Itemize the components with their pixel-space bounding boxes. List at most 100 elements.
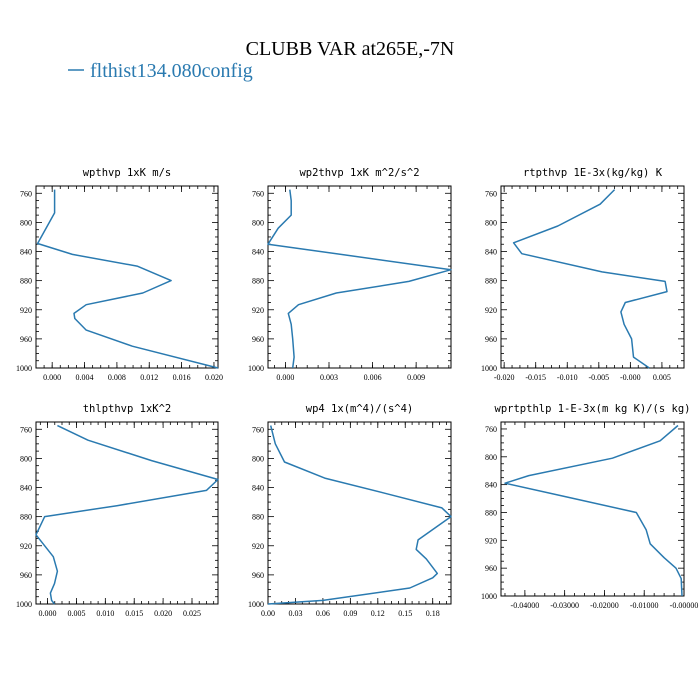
y-tick-label: 920 xyxy=(252,306,264,315)
series-line xyxy=(267,425,452,605)
series-line xyxy=(512,189,668,369)
y-tick-label: 920 xyxy=(252,542,264,551)
y-tick-label: 800 xyxy=(20,454,32,463)
chart-panel-5: wp4 1x(m^4)/(s^4)76080084088092096010000… xyxy=(248,403,452,618)
legend: flthist134.080config xyxy=(68,60,253,82)
y-tick-label: 800 xyxy=(485,453,497,462)
y-tick-label: 960 xyxy=(20,335,32,344)
plot-frame xyxy=(35,185,219,369)
x-tick-label: 0.006 xyxy=(364,373,382,382)
y-tick-label: 920 xyxy=(20,542,32,551)
x-tick-label: 0.004 xyxy=(76,373,94,382)
y-tick-label: 800 xyxy=(20,218,32,227)
y-tick-label: 1000 xyxy=(16,364,32,373)
plot-frame xyxy=(500,421,685,597)
series-line xyxy=(35,424,219,605)
x-tick-label: 0.025 xyxy=(183,609,201,618)
x-tick-label: 0.12 xyxy=(371,609,385,618)
y-tick-label: 840 xyxy=(485,481,497,490)
x-tick-label: 0.005 xyxy=(653,373,671,382)
chart-panel-4: thlpthvp 1xK^2 760 800 840 880 920 960 1000 0.00… xyxy=(16,403,219,618)
figure-title: CLUBB VAR at265E,-7N xyxy=(246,38,455,60)
panel-title: rtpthvp 1E-3x(kg/kg) K xyxy=(523,167,663,179)
x-tick-label: -0.01000 xyxy=(630,601,659,610)
y-tick-label: 880 xyxy=(20,513,32,522)
series-line xyxy=(504,424,683,597)
x-tick-label: 0.06 xyxy=(316,609,330,618)
x-tick-label: 0.008 xyxy=(108,373,126,382)
x-tick-label: 0.005 xyxy=(67,609,85,618)
panel-title: thlpthvp 1xK^2 xyxy=(83,403,172,415)
y-tick-label: 840 xyxy=(485,248,497,257)
y-tick-label: 960 xyxy=(20,571,32,580)
y-tick-label: 1000 xyxy=(248,600,264,609)
y-tick-label: 920 xyxy=(20,306,32,315)
legend-label: flthist134.080config xyxy=(90,60,253,82)
x-tick-label: 0.000 xyxy=(43,373,61,382)
plot-frame xyxy=(267,421,452,605)
y-tick-label: 1000 xyxy=(481,364,497,373)
x-tick-label: 0.016 xyxy=(173,373,191,382)
x-tick-label: 0.010 xyxy=(96,609,114,618)
chart-panel-6: wprtpthlp 1-E-3x(m kg K)/(s kg) 760 800 840… xyxy=(481,403,698,610)
x-tick-label: -0.04000 xyxy=(511,601,540,610)
plot-frame xyxy=(35,421,219,605)
y-tick-label: 760 xyxy=(20,189,32,198)
y-tick-label: 800 xyxy=(485,218,497,227)
x-tick-label: 0.00 xyxy=(261,609,275,618)
x-tick-label: 0.18 xyxy=(426,609,440,618)
plot-frame xyxy=(267,185,452,369)
y-tick-label: 760 xyxy=(485,425,497,434)
y-tick-label: 760 xyxy=(485,189,497,198)
y-tick-label: 1000 xyxy=(481,592,497,601)
x-tick-label: 0.03 xyxy=(288,609,302,618)
y-tick-label: 880 xyxy=(485,277,497,286)
y-tick-label: 920 xyxy=(485,536,497,545)
series-line xyxy=(36,189,219,369)
plot-frame xyxy=(500,185,685,369)
x-tick-label: 0.003 xyxy=(320,373,338,382)
y-tick-label: 920 xyxy=(485,306,497,315)
x-tick-label: 0.020 xyxy=(205,373,223,382)
y-tick-label: 800 xyxy=(252,454,264,463)
y-tick-label: 840 xyxy=(252,484,264,493)
x-tick-label: -0.02000 xyxy=(590,601,619,610)
panel-title: wp2thvp 1xK m^2/s^2 xyxy=(299,167,419,179)
panels-container: wpthvp 1xK m/s76080084088092096010000.00… xyxy=(16,167,698,618)
y-tick-label: 840 xyxy=(20,248,32,257)
y-tick-label: 960 xyxy=(485,564,497,573)
x-tick-label: 0.009 xyxy=(407,373,425,382)
y-tick-label: 1000 xyxy=(248,364,264,373)
y-tick-label: 800 xyxy=(252,218,264,227)
y-tick-label: 760 xyxy=(252,189,264,198)
y-tick-label: 960 xyxy=(252,571,264,580)
panel-title: wprtpthlp 1-E-3x(m kg K)/(s kg) xyxy=(495,403,691,415)
chart-panel-1: wpthvp 1xK m/s 760 800 840 880 920 960 1000 0.00… xyxy=(16,167,223,382)
x-tick-label: -0.03000 xyxy=(550,601,579,610)
y-tick-label: 760 xyxy=(252,425,264,434)
x-tick-label: 0.09 xyxy=(343,609,357,618)
x-tick-label: -0.015 xyxy=(525,373,546,382)
x-tick-label: 0.000 xyxy=(276,373,294,382)
y-tick-label: 840 xyxy=(252,248,264,257)
x-tick-label: 0.020 xyxy=(154,609,172,618)
y-tick-label: 1000 xyxy=(16,600,32,609)
x-tick-label: 0.15 xyxy=(398,609,412,618)
y-tick-label: 880 xyxy=(252,277,264,286)
x-tick-label: 0.000 xyxy=(39,609,57,618)
chart-panel-3: rtpthvp 1E-3x(kg/kg) K 760 800 840 880 920 960… xyxy=(481,167,685,382)
x-tick-label: -0.005 xyxy=(588,373,609,382)
x-tick-label: 0.012 xyxy=(140,373,158,382)
x-tick-label: -0.000 xyxy=(620,373,641,382)
y-tick-label: 880 xyxy=(20,277,32,286)
chart-panel-2: wp2thvp 1xK m^2/s^2 760 800 840 880 920 960 100… xyxy=(248,167,452,382)
y-tick-label: 880 xyxy=(485,508,497,517)
x-tick-label: 0.015 xyxy=(125,609,143,618)
panel-title: wp4 1x(m^4)/(s^4) xyxy=(306,403,413,415)
series-line xyxy=(267,189,452,369)
y-tick-label: 960 xyxy=(252,335,264,344)
x-tick-label: -0.00000 xyxy=(670,601,699,610)
x-tick-label: -0.020 xyxy=(494,373,515,382)
y-tick-label: 880 xyxy=(252,513,264,522)
panel-title: wpthvp 1xK m/s xyxy=(83,167,172,179)
